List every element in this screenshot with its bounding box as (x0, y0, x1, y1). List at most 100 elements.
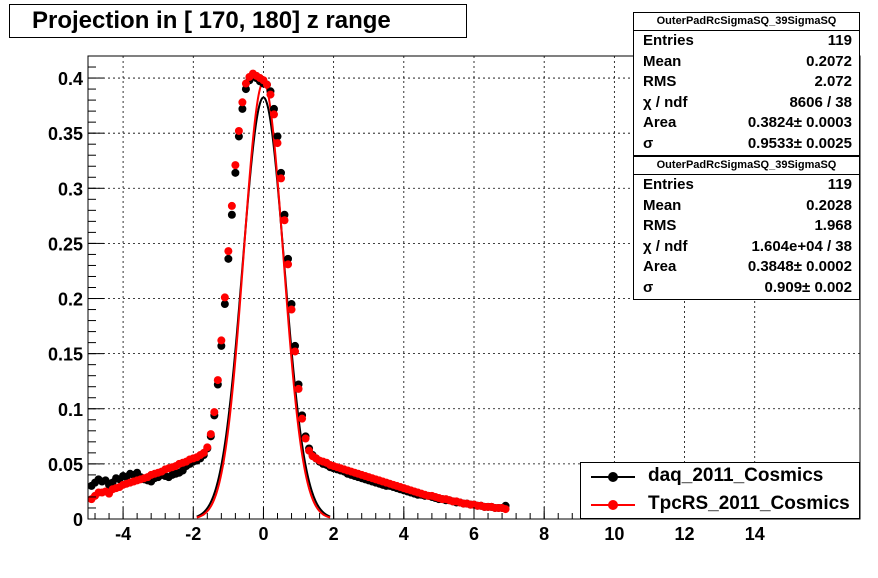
tpcrs-data-point (227, 201, 236, 210)
tpcrs-data-point (238, 98, 247, 107)
stats-row-chi2: χ / ndf 8606 / 38 (634, 93, 859, 114)
y-tick-label: 0.2 (58, 290, 83, 310)
stats-row-area: Area 0.3848± 0.0002 (634, 257, 859, 278)
tpcrs-data-point (298, 414, 307, 423)
tpcrs-data-point (220, 293, 229, 302)
tpcrs-data-point (234, 126, 243, 135)
daq-data-point (241, 85, 250, 94)
stats-row-mean: Mean 0.2072 (634, 52, 859, 73)
stats-value: 0.9533± 0.0025 (747, 134, 852, 152)
x-tick-label: 4 (399, 524, 409, 544)
stats-label: Entries (643, 176, 694, 193)
tpcrs-data-point (213, 376, 222, 385)
stats-label: Entries (643, 32, 694, 49)
daq-data-point (227, 210, 236, 219)
stats-label: χ / ndf (643, 93, 688, 111)
stats-value: 0.2072 (806, 52, 852, 70)
tpcrs-data-point (210, 408, 219, 417)
stats-label: Area (643, 258, 677, 276)
daq-data-point (273, 132, 282, 141)
daq-data-point (291, 341, 300, 350)
tpcrs-data-point (269, 110, 278, 119)
stats-value: 0.3824± 0.0003 (747, 114, 852, 132)
stats-value: 8606 / 38 (789, 93, 852, 111)
tpcrs-data-point (280, 216, 289, 225)
stats-value: 2.072 (814, 73, 852, 91)
y-tick-label: 0.05 (48, 455, 83, 475)
y-tick-label: 0.1 (58, 400, 83, 420)
stats-row-sigma: σ 0.9533± 0.0025 (634, 134, 859, 155)
x-tick-label: -4 (115, 524, 131, 544)
x-tick-label: -2 (185, 524, 201, 544)
tpcrs-data-point (203, 443, 212, 452)
x-tick-label: 0 (258, 524, 268, 544)
stats-row-rms: RMS 1.968 (634, 216, 859, 237)
stats-row-entries: Entries 119 (634, 175, 859, 196)
stats-row-mean: Mean 0.2028 (634, 196, 859, 217)
daq-data-point (234, 132, 243, 141)
tpcrs-data-point (291, 347, 300, 356)
legend-dot-marker (608, 472, 618, 482)
legend-dot-marker (608, 500, 618, 510)
stats-value: 0.3848± 0.0002 (747, 258, 852, 276)
y-tick-label: 0.4 (58, 69, 83, 89)
stats-label: RMS (643, 217, 677, 235)
y-tick-label: 0.15 (48, 345, 83, 365)
stats-row-rms: RMS 2.072 (634, 72, 859, 93)
tpcrs-data-point (224, 247, 233, 256)
stats-row-entries: Entries 119 (634, 31, 859, 52)
tpcrs-data-point (206, 430, 215, 439)
tpcrs-data-point (287, 305, 296, 314)
y-tick-label: 0 (73, 510, 83, 530)
stats-box-title: OuterPadRcSigmaSQ_39SigmaSQ (634, 13, 859, 31)
legend-item-tpcrs: TpcRS_2011_Cosmics (581, 491, 859, 519)
stats-row-area: Area 0.3824± 0.0003 (634, 113, 859, 134)
x-tick-label: 8 (539, 524, 549, 544)
stats-label: Area (643, 114, 677, 132)
y-tick-label: 0.3 (58, 179, 83, 199)
y-tick-label: 0.25 (48, 234, 83, 254)
legend-item-daq: daq_2011_Cosmics (581, 463, 859, 491)
x-tick-label: 12 (675, 524, 695, 544)
daq-data-point (217, 341, 226, 350)
stats-label: σ (643, 278, 654, 296)
tpcrs-data-point (273, 139, 282, 148)
tpcrs-data-point (284, 260, 293, 269)
stats-label: σ (643, 134, 654, 152)
x-tick-label: 14 (745, 524, 765, 544)
legend: daq_2011_Cosmics TpcRS_2011_Cosmics (580, 462, 860, 519)
daq-data-point (280, 210, 289, 219)
tpcrs-data-point (294, 384, 303, 393)
stats-box-tpcrs: OuterPadRcSigmaSQ_39SigmaSQ Entries 119 M… (633, 156, 860, 300)
tpcrs-data-point (266, 90, 275, 99)
daq-data-point (224, 254, 233, 263)
stats-label: Mean (643, 52, 682, 70)
stats-row-chi2: χ / ndf 1.604e+04 / 38 (634, 237, 859, 258)
daq-data-point (231, 168, 240, 177)
stats-box-title: OuterPadRcSigmaSQ_39SigmaSQ (634, 157, 859, 175)
tpcrs-data-point (301, 434, 310, 443)
daq-data-point (284, 254, 293, 263)
data-points (87, 69, 510, 514)
daq-data-point (287, 300, 296, 309)
stats-value: 0.909± 0.002 (764, 278, 852, 296)
daq-data-point (238, 104, 247, 113)
stats-value: 119 (827, 176, 852, 193)
stats-box-daq: OuterPadRcSigmaSQ_39SigmaSQ Entries 119 M… (633, 12, 860, 156)
tpcrs-data-point (277, 174, 285, 183)
fit-curve-daq (196, 96, 331, 518)
stats-label: Mean (643, 196, 682, 214)
stats-label: RMS (643, 73, 677, 91)
x-tick-label: 6 (469, 524, 479, 544)
stats-label: χ / ndf (643, 237, 688, 255)
daq-data-point (269, 104, 278, 113)
stats-row-sigma: σ 0.909± 0.002 (634, 278, 859, 299)
daq-data-point (220, 300, 229, 309)
stats-value: 1.968 (814, 217, 852, 235)
legend-label: daq_2011_Cosmics (648, 465, 824, 486)
x-tick-label: 2 (329, 524, 339, 544)
tpcrs-data-point (241, 79, 250, 88)
stats-value: 119 (827, 32, 852, 49)
daq-data-point (277, 168, 285, 177)
